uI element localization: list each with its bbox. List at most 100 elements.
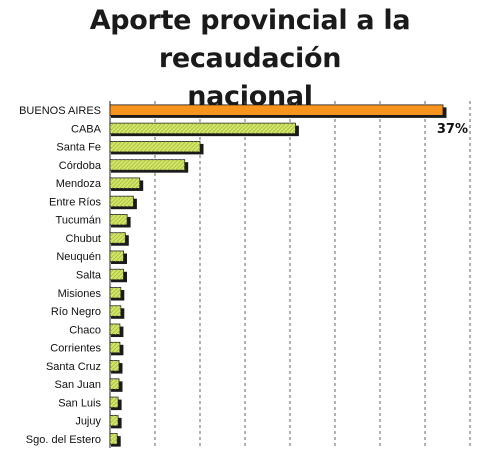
hatch-line	[231, 122, 243, 134]
hatch-line	[109, 122, 115, 128]
hatch-line	[119, 314, 122, 317]
hatch-line	[287, 125, 296, 134]
hatch-line	[109, 434, 118, 442]
category-label: Santa Fe	[56, 142, 101, 154]
hatch-line	[187, 141, 199, 153]
hatch-line	[171, 159, 183, 171]
bar-hatch	[109, 250, 124, 262]
hatch-line	[111, 288, 122, 299]
hatch-line	[115, 214, 127, 226]
hatch-line	[123, 159, 135, 171]
hatch-line	[235, 122, 247, 134]
bar-hatch	[109, 269, 124, 280]
hatch-line	[203, 122, 215, 134]
hatch-line	[135, 183, 140, 189]
bar	[109, 414, 119, 427]
hatch-line	[115, 271, 124, 280]
bar	[109, 122, 296, 135]
category-label: Mendoza	[56, 178, 102, 190]
hatch-line	[115, 141, 127, 153]
hatch-line	[109, 141, 115, 146]
hatch-line	[109, 378, 119, 388]
hatch-line	[111, 232, 123, 244]
hatch-line	[109, 141, 119, 150]
hatch-line	[115, 329, 121, 335]
hatch-line	[111, 381, 120, 390]
hatch-line	[247, 122, 259, 134]
hatch-line	[211, 122, 223, 134]
category-label: Chubut	[66, 233, 101, 245]
hatch-line	[123, 177, 135, 189]
hatch-line	[239, 122, 251, 134]
bar	[109, 141, 201, 153]
hatch-line	[135, 122, 147, 134]
bar-hatch	[109, 122, 296, 134]
hatch-line	[291, 129, 296, 134]
hatch-line	[155, 122, 167, 134]
category-label: CABA	[71, 123, 102, 135]
chart-title-line-1: Aporte provincial a la recaudación	[89, 5, 411, 74]
hatch-line	[109, 396, 115, 402]
hatch-line	[109, 415, 115, 420]
chart-title: Aporte provincial a la recaudación nacio…	[0, 2, 500, 116]
hatch-line	[115, 292, 122, 299]
hatch-line	[109, 177, 115, 183]
hatch-line	[111, 122, 123, 134]
category-label: San Luis	[58, 397, 101, 409]
hatch-line	[139, 141, 151, 153]
hatch-line	[109, 177, 119, 187]
hatch-line	[111, 363, 120, 372]
hatch-line	[151, 159, 163, 171]
hatch-line	[167, 122, 179, 134]
bar	[109, 378, 120, 390]
hatch-line	[111, 250, 123, 262]
hatch-line	[139, 159, 151, 171]
hatch-line	[195, 147, 201, 153]
hatch-line	[147, 159, 159, 171]
hatch-line	[111, 306, 122, 317]
bar-hatch	[109, 159, 185, 171]
hatch-line	[171, 141, 183, 153]
category-label: Misiones	[58, 288, 102, 300]
hatch-line	[109, 323, 115, 329]
hatch-line	[111, 344, 121, 354]
hatch-line	[183, 141, 195, 153]
hatch-line	[109, 214, 115, 219]
hatch-line	[275, 122, 287, 134]
hatch-line	[115, 385, 120, 390]
hatch-line	[115, 177, 127, 189]
hatch-line	[163, 159, 175, 171]
bar	[109, 104, 444, 116]
hatch-line	[159, 141, 171, 153]
hatch-line	[179, 122, 191, 134]
hatch-line	[123, 221, 128, 226]
hatch-line	[267, 122, 279, 134]
hatch-line	[109, 269, 115, 274]
hatch-line	[119, 296, 122, 299]
category-label: Tucumán	[56, 215, 101, 227]
hatch-line	[115, 253, 124, 262]
hatch-line	[131, 122, 143, 134]
hatch-line	[123, 196, 134, 207]
bar-hatch	[109, 396, 119, 408]
hatch-line	[243, 122, 255, 134]
bar-hatch	[109, 305, 122, 317]
hatch-line	[115, 367, 120, 372]
hatch-line	[147, 141, 159, 153]
hatch-line	[207, 122, 219, 134]
hatch-line	[109, 232, 115, 237]
hatch-line	[109, 360, 119, 369]
hatch-line	[263, 122, 275, 134]
hatch-line	[175, 160, 185, 171]
hatch-line	[119, 177, 131, 189]
hatch-line	[109, 415, 119, 424]
hatch-line	[139, 122, 151, 134]
hatch-line	[151, 122, 163, 134]
hatch-line	[111, 214, 123, 226]
hatch-line	[127, 141, 139, 153]
category-label: Santa Cruz	[46, 361, 101, 373]
hatch-line	[183, 168, 185, 171]
hatch-line	[227, 122, 239, 134]
bar-hatch	[109, 287, 122, 299]
hatch-line	[109, 305, 119, 315]
